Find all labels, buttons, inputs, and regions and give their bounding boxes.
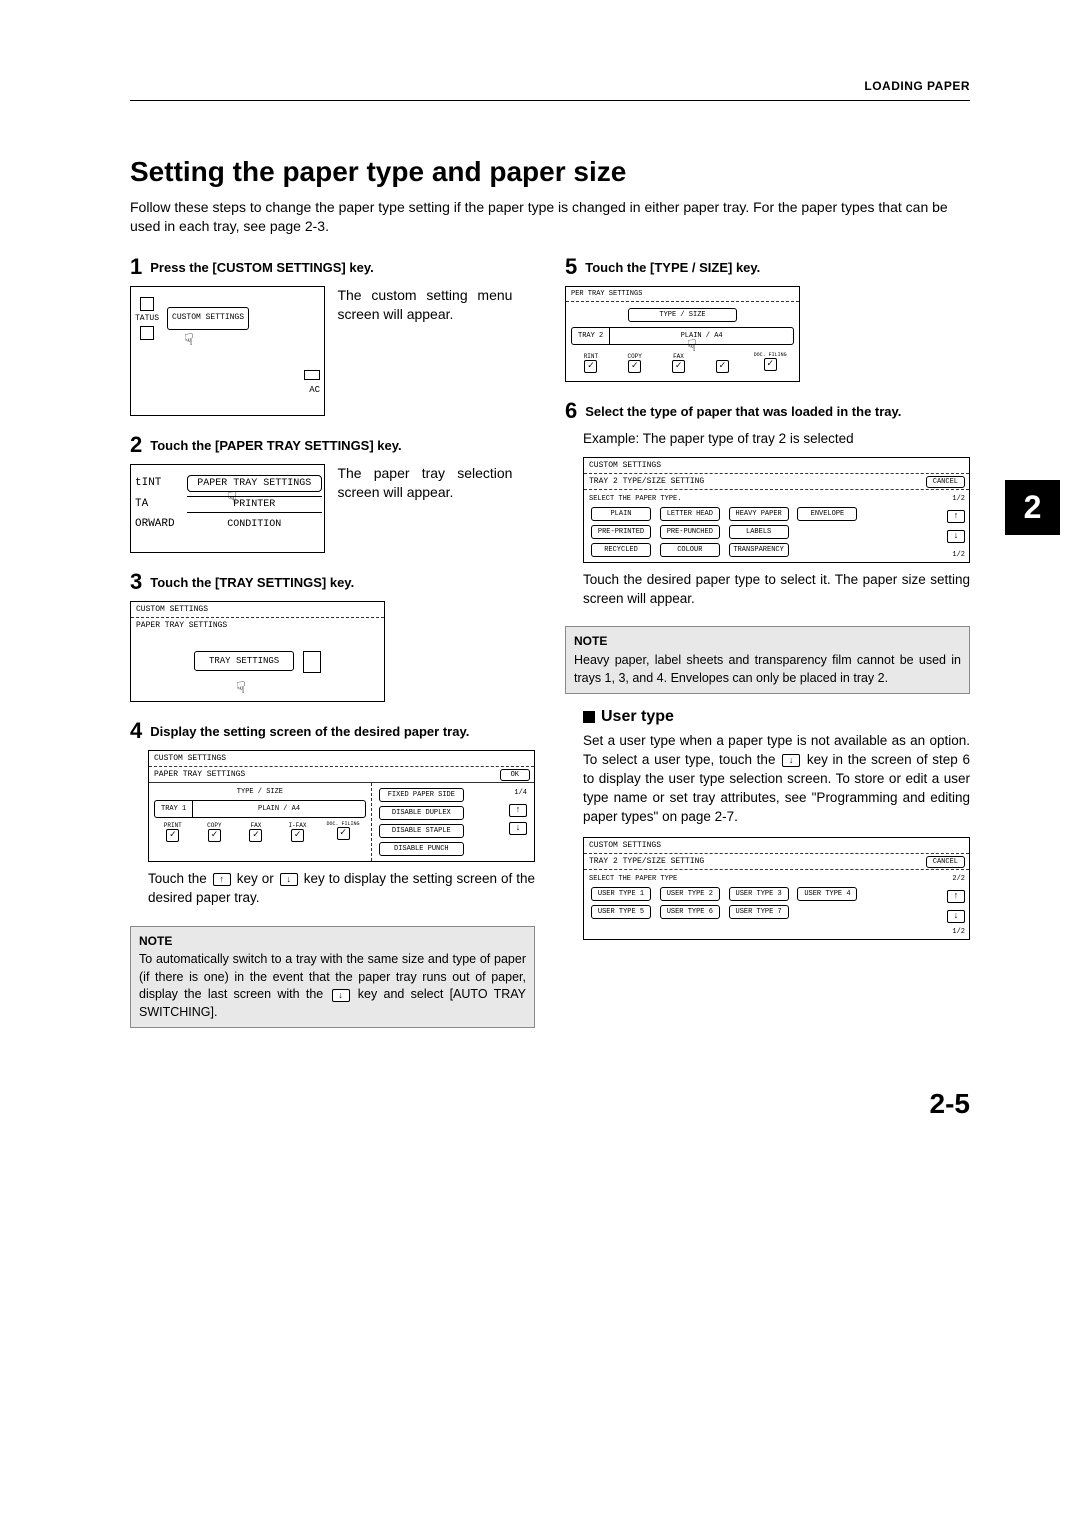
step-1-panel: TATUS CUSTOM SETTINGS ☟ AC	[130, 286, 325, 416]
step-1-title: Press the [CUSTOM SETTINGS] key.	[150, 256, 373, 278]
left-column: 1 Press the [CUSTOM SETTINGS] key. TATUS…	[130, 256, 535, 1029]
header-rule: LOADING PAPER	[130, 100, 970, 101]
tray-settings-key[interactable]: TRAY SETTINGS	[194, 651, 294, 671]
note-body: To automatically switch to a tray with t…	[139, 951, 526, 1021]
step-1-body: The custom setting menu screen will appe…	[337, 286, 512, 325]
section-header: LOADING PAPER	[864, 79, 970, 93]
check-icon: ✓	[716, 360, 729, 373]
cancel-button[interactable]: CANCEL	[926, 856, 965, 868]
custom-settings-label: CUSTOM SETTINGS	[172, 313, 244, 322]
check-icon: ✓	[249, 829, 262, 842]
step-4-num: 4	[130, 720, 142, 742]
step-3-panel: CUSTOM SETTINGS PAPER TRAY SETTINGS TRAY…	[130, 601, 385, 702]
type-size-key[interactable]: TYPE / SIZE	[628, 308, 736, 322]
user-type-section: User type Set a user type when a paper t…	[583, 708, 970, 939]
ok-button[interactable]: OK	[500, 769, 530, 781]
down-key-icon: ↓	[332, 989, 350, 1002]
step-2-body: The paper tray selection screen will app…	[337, 464, 512, 503]
step-2-panel: tINTPAPER TRAY SETTINGS☟ TAPRINTER ORWAR…	[130, 464, 325, 553]
step-5-panel: PER TRAY SETTINGS TYPE / SIZE TRAY 2 PLA…	[565, 286, 800, 382]
step-3-num: 3	[130, 571, 142, 593]
note-label: NOTE	[574, 633, 961, 650]
step-4-body: Touch the ↑ key or ↓ key to display the …	[148, 870, 535, 908]
step-6-example: Example: The paper type of tray 2 is sel…	[583, 430, 970, 449]
custom-settings-key[interactable]: CUSTOM SETTINGS ☟	[167, 307, 249, 330]
step-2: 2 Touch the [PAPER TRAY SETTINGS] key. t…	[130, 434, 535, 553]
finger-icon: ☟	[228, 491, 238, 509]
note-box-right: NOTE Heavy paper, label sheets and trans…	[565, 626, 970, 694]
step-4: 4 Display the setting screen of the desi…	[130, 720, 535, 908]
step-6: 6 Select the type of paper that was load…	[565, 400, 970, 609]
check-icon: ✓	[166, 829, 179, 842]
up-arrow-button[interactable]: ↑	[947, 510, 965, 523]
page-title: Setting the paper type and paper size	[130, 156, 970, 188]
step-6-title: Select the type of paper that was loaded…	[585, 400, 901, 422]
finger-icon: ☟	[236, 678, 246, 698]
right-column: 5 Touch the [TYPE / SIZE] key. PER TRAY …	[565, 256, 970, 1029]
step-1: 1 Press the [CUSTOM SETTINGS] key. TATUS…	[130, 256, 535, 416]
check-icon: ✓	[208, 829, 221, 842]
step-5: 5 Touch the [TYPE / SIZE] key. PER TRAY …	[565, 256, 970, 382]
user-type-heading: User type	[583, 708, 970, 726]
square-bullet-icon	[583, 711, 595, 723]
check-icon: ✓	[672, 360, 685, 373]
step-5-title: Touch the [TYPE / SIZE] key.	[585, 256, 760, 278]
check-icon: ✓	[628, 360, 641, 373]
check-icon: ✓	[764, 358, 777, 371]
down-arrow-button[interactable]: ↓	[509, 822, 527, 835]
step-6-num: 6	[565, 400, 577, 422]
down-key-icon: ↓	[782, 754, 800, 767]
step-3-title: Touch the [TRAY SETTINGS] key.	[150, 571, 354, 593]
step-4-title: Display the setting screen of the desire…	[150, 720, 469, 742]
check-icon: ✓	[337, 827, 350, 840]
note-label: NOTE	[139, 933, 526, 950]
user-type-panel: CUSTOM SETTINGS TRAY 2 TYPE/SIZE SETTING…	[583, 837, 970, 940]
finger-icon: ☟	[687, 336, 697, 356]
step-4-panel: CUSTOM SETTINGS PAPER TRAY SETTINGS OK T…	[148, 750, 535, 862]
page-number: 2-5	[130, 1088, 970, 1120]
step-3: 3 Touch the [TRAY SETTINGS] key. CUSTOM …	[130, 571, 535, 702]
user-type-body: Set a user type when a paper type is not…	[583, 732, 970, 826]
step-1-num: 1	[130, 256, 142, 278]
check-icon: ✓	[291, 829, 304, 842]
paper-tray-settings-key[interactable]: PAPER TRAY SETTINGS☟	[187, 475, 322, 492]
up-arrow-button[interactable]: ↑	[947, 890, 965, 903]
step-5-num: 5	[565, 256, 577, 278]
cancel-button[interactable]: CANCEL	[926, 476, 965, 488]
check-icon: ✓	[584, 360, 597, 373]
chapter-tab: 2	[1005, 480, 1060, 535]
step-6-panel: CUSTOM SETTINGS TRAY 2 TYPE/SIZE SETTING…	[583, 457, 970, 563]
down-arrow-button[interactable]: ↓	[947, 530, 965, 543]
step-2-num: 2	[130, 434, 142, 456]
step-2-title: Touch the [PAPER TRAY SETTINGS] key.	[150, 434, 401, 456]
down-key-icon: ↓	[280, 873, 298, 886]
intro-text: Follow these steps to change the paper t…	[130, 198, 970, 236]
up-arrow-button[interactable]: ↑	[509, 804, 527, 817]
finger-icon: ☟	[184, 333, 194, 351]
up-key-icon: ↑	[213, 873, 231, 886]
ac-label: AC	[135, 385, 320, 395]
step-6-body: Touch the desired paper type to select i…	[583, 571, 970, 609]
note-body: Heavy paper, label sheets and transparen…	[574, 652, 961, 687]
note-box-left: NOTE To automatically switch to a tray w…	[130, 926, 535, 1029]
down-arrow-button[interactable]: ↓	[947, 910, 965, 923]
panel-label: TATUS	[135, 314, 159, 323]
